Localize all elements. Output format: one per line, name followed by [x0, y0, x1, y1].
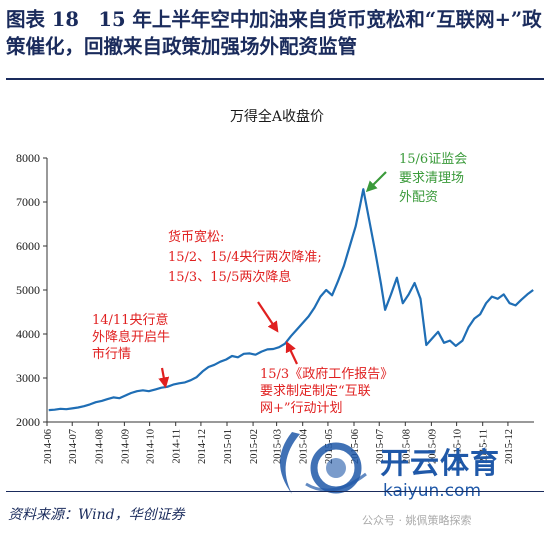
- y-tick-label: 6000: [16, 239, 40, 253]
- x-tick-label: 2015-11: [479, 429, 490, 464]
- y-tick-label: 4000: [16, 327, 40, 341]
- watermark-wechat: 公众号 · 姚佩策略探索: [362, 514, 472, 527]
- annotation-internet-arrow: [285, 341, 298, 365]
- annotation-rate-cut-line-3: 市行情: [92, 346, 131, 362]
- annotation-layer: 14/11央行意 外降息开启牛 市行情 货币宽松: 15/2、15/4央行两次降…: [92, 152, 471, 416]
- x-tick-label: 2015-08: [401, 429, 412, 464]
- y-tick-label: 3000: [16, 371, 40, 385]
- series-layer: [48, 188, 534, 412]
- y-tick-label: 7000: [16, 195, 40, 209]
- x-tick-label: 2014-10: [146, 429, 157, 464]
- annotation-internet-plus: 15/3《政府工作报告》 要求制定制定“互联 网+”行动计划: [260, 367, 397, 416]
- x-tick-label: 2015-03: [273, 429, 284, 464]
- x-tick-label: 2014-07: [68, 429, 79, 464]
- watermark-brand-name: 开云体育: [380, 446, 501, 480]
- x-tick-label: 2015-07: [375, 429, 386, 464]
- annotation-csrc: 15/6证监会 要求清理场 外配资: [399, 152, 471, 205]
- annotation-internet-line-2: 要求制定制定“互联: [260, 384, 371, 399]
- annotation-internet-line-3: 网+”行动计划: [260, 401, 343, 416]
- annotation-rate-cut-line-1: 14/11央行意: [92, 312, 168, 328]
- figure-title: 图表 18 15 年上半年空中加油来自货币宽松和“互联网+”政策催化，回撤来自政…: [6, 8, 542, 58]
- x-tick-label: 2014-12: [197, 429, 208, 464]
- source-note: 资料来源：Wind，华创证券: [8, 507, 185, 523]
- plot-area: [46, 158, 534, 423]
- annotation-csrc-line-2: 要求清理场: [399, 171, 464, 186]
- annotation-monetary-line-2: 15/2、15/4央行两次降准;: [168, 249, 322, 265]
- annotation-csrc-line-1: 15/6证监会: [399, 152, 467, 167]
- x-tick-label: 2015-04: [299, 428, 310, 464]
- y-tick-group: 2000 3000 4000 5000 6000 7000 8000: [16, 151, 47, 429]
- series-line: [48, 188, 534, 412]
- chart-title: 万得全A收盘价: [230, 108, 324, 125]
- x-tick-label: 2015-10: [453, 429, 464, 464]
- annotation-rate-cut-arrow: [158, 367, 170, 389]
- y-tick-label: 8000: [16, 151, 40, 165]
- annotation-monetary-line-1: 货币宽松:: [168, 229, 224, 245]
- source-divider: [6, 491, 544, 492]
- x-tick-label: 2015-09: [427, 429, 438, 464]
- x-tick-label: 2014-06: [43, 429, 54, 464]
- annotation-internet-line-1: 15/3《政府工作报告》: [260, 367, 393, 382]
- annotation-rate-cut-2014: 14/11央行意 外降息开启牛 市行情: [92, 312, 174, 362]
- x-tick-label: 2015-02: [249, 429, 260, 464]
- y-tick-label: 2000: [16, 415, 40, 429]
- x-tick-label: 2014-11: [172, 429, 183, 464]
- annotation-rate-cut-line-2: 外降息开启牛: [92, 329, 170, 345]
- x-tick-label: 2015-06: [350, 429, 361, 464]
- y-tick-label: 5000: [16, 283, 40, 297]
- x-tick-label: 2015-12: [504, 429, 515, 464]
- title-divider: [6, 78, 544, 80]
- x-tick-label: 2014-09: [120, 429, 131, 464]
- x-tick-group: 2014-06 2014-07 2014-08 2014-09 2014-10 2014-…: [43, 422, 515, 464]
- annotation-monetary-easing: 货币宽松: 15/2、15/4央行两次降准; 15/3、15/5两次降息: [168, 229, 326, 285]
- annotation-monetary-line-3: 15/3、15/5两次降息: [168, 269, 291, 285]
- x-tick-label: 2014-08: [94, 429, 105, 464]
- annotation-csrc-line-3: 外配资: [399, 190, 438, 205]
- watermark-logo-icon: [280, 432, 367, 494]
- annotation-csrc-arrow: [365, 171, 387, 193]
- x-tick-label: 2015-01: [223, 429, 234, 464]
- annotation-monetary-arrow: [257, 301, 279, 333]
